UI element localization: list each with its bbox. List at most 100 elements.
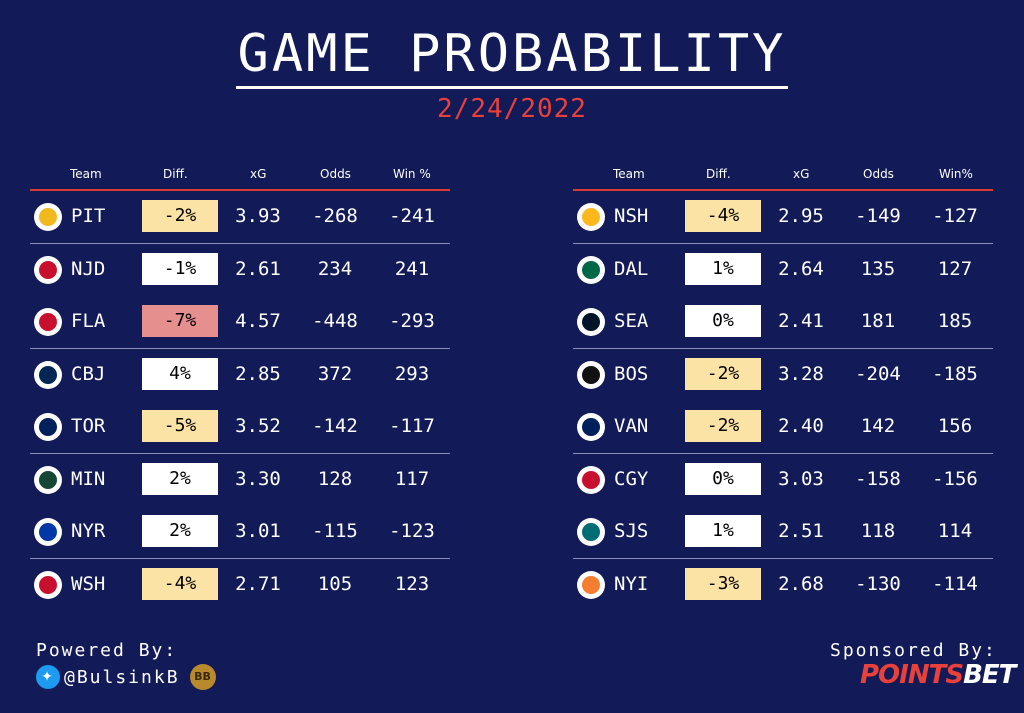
xg-cell: 3.03 <box>778 468 824 490</box>
page-title: GAME PROBABILITY <box>0 24 1024 89</box>
win-cell: 127 <box>937 258 973 280</box>
xg-cell: 3.93 <box>235 205 281 227</box>
team-abbr: SJS <box>614 520 649 542</box>
diff-cell: 4% <box>142 358 218 390</box>
maple-leafs-logo <box>34 413 62 441</box>
handle-text: @BulsinkB <box>64 666 180 688</box>
islanders-logo <box>577 571 605 599</box>
win-cell: -114 <box>932 573 978 595</box>
odds-cell: 128 <box>317 468 353 490</box>
xg-cell: 3.52 <box>235 415 281 437</box>
team-abbr: CBJ <box>71 363 106 385</box>
win-cell: 293 <box>394 363 430 385</box>
odds-cell: -448 <box>312 310 358 332</box>
team-abbr: TOR <box>71 415 106 437</box>
xg-cell: 2.68 <box>778 573 824 595</box>
odds-cell: -204 <box>855 363 901 385</box>
table-row: CBJ 4% 2.85 372 293 <box>30 349 450 401</box>
left-rows: PIT -2% 3.93 -268 -241 NJD -1% 2.61 234 241 FLA -7%… <box>30 191 450 611</box>
win-cell: 114 <box>937 520 973 542</box>
diff-cell: -2% <box>685 410 761 442</box>
odds-cell: 234 <box>317 258 353 280</box>
team-abbr: VAN <box>614 415 649 437</box>
powered-by-label: Powered By: <box>36 640 178 661</box>
team-abbr: NSH <box>614 205 649 227</box>
predators-logo <box>577 203 605 231</box>
odds-cell: 142 <box>860 415 896 437</box>
right-rows: NSH -4% 2.95 -149 -127 DAL 1% 2.64 135 127 SEA 0% 2.… <box>573 191 993 611</box>
table-row: DAL 1% 2.64 135 127 <box>573 244 993 296</box>
diff-cell: 0% <box>685 463 761 495</box>
author-handle[interactable]: ✦ @BulsinkB BB <box>36 664 216 690</box>
sponsored-by-label: Sponsored By: <box>830 640 997 661</box>
win-cell: -293 <box>389 310 435 332</box>
xg-cell: 2.64 <box>778 258 824 280</box>
header-diff: Diff. <box>706 167 731 181</box>
diff-cell: 1% <box>685 253 761 285</box>
sharks-logo <box>577 518 605 546</box>
odds-cell: -130 <box>855 573 901 595</box>
blue-jackets-logo <box>34 361 62 389</box>
diff-cell: 2% <box>142 463 218 495</box>
diff-cell: -2% <box>685 358 761 390</box>
diff-cell: -4% <box>685 200 761 232</box>
win-cell: -123 <box>389 520 435 542</box>
team-abbr: NYI <box>614 573 649 595</box>
twitter-bird-icon: ✦ <box>36 665 60 689</box>
xg-cell: 2.40 <box>778 415 824 437</box>
xg-cell: 2.61 <box>235 258 281 280</box>
diff-cell: -3% <box>685 568 761 600</box>
odds-cell: 181 <box>860 310 896 332</box>
xg-cell: 4.57 <box>235 310 281 332</box>
team-abbr: NYR <box>71 520 106 542</box>
table-row: NYI -3% 2.68 -130 -114 <box>573 559 993 611</box>
xg-cell: 2.85 <box>235 363 281 385</box>
capitals-logo <box>34 571 62 599</box>
win-cell: -127 <box>932 205 978 227</box>
diff-cell: 1% <box>685 515 761 547</box>
win-cell: -185 <box>932 363 978 385</box>
diff-cell: -7% <box>142 305 218 337</box>
table-row: TOR -5% 3.52 -142 -117 <box>30 401 450 454</box>
stars-logo <box>577 256 605 284</box>
table-row: SEA 0% 2.41 181 185 <box>573 296 993 349</box>
table-row: SJS 1% 2.51 118 114 <box>573 506 993 559</box>
win-cell: 185 <box>937 310 973 332</box>
table-row: CGY 0% 3.03 -158 -156 <box>573 454 993 506</box>
diff-cell: -4% <box>142 568 218 600</box>
page-title-text: GAME PROBABILITY <box>235 24 789 89</box>
right-table-header: Team Diff. xG Odds Win% <box>573 160 993 191</box>
table-row: MIN 2% 3.30 128 117 <box>30 454 450 506</box>
table-row: FLA -7% 4.57 -448 -293 <box>30 296 450 349</box>
diff-cell: -2% <box>142 200 218 232</box>
odds-cell: -149 <box>855 205 901 227</box>
team-abbr: MIN <box>71 468 106 490</box>
odds-cell: 135 <box>860 258 896 280</box>
bb-badge-icon: BB <box>189 664 216 690</box>
header-win: Win % <box>393 167 431 181</box>
diff-cell: 0% <box>685 305 761 337</box>
header-diff: Diff. <box>163 167 188 181</box>
team-abbr: BOS <box>614 363 649 385</box>
win-cell: -117 <box>389 415 435 437</box>
odds-cell: -115 <box>312 520 358 542</box>
header-team: Team <box>70 167 102 181</box>
team-abbr: PIT <box>71 205 106 227</box>
team-abbr: FLA <box>71 310 106 332</box>
xg-cell: 2.51 <box>778 520 824 542</box>
panthers-logo <box>34 308 62 336</box>
rangers-logo <box>34 518 62 546</box>
win-cell: -241 <box>389 205 435 227</box>
devils-logo <box>34 256 62 284</box>
team-abbr: SEA <box>614 310 649 332</box>
xg-cell: 3.30 <box>235 468 281 490</box>
win-cell: 117 <box>394 468 430 490</box>
xg-cell: 3.28 <box>778 363 824 385</box>
header-odds: Odds <box>320 167 351 181</box>
table-row: PIT -2% 3.93 -268 -241 <box>30 191 450 244</box>
header-xg: xG <box>250 167 267 181</box>
header-team: Team <box>613 167 645 181</box>
penguins-logo <box>34 203 62 231</box>
odds-cell: 372 <box>317 363 353 385</box>
right-table: Team Diff. xG Odds Win% NSH -4% 2.95 -149 -1… <box>573 160 993 611</box>
